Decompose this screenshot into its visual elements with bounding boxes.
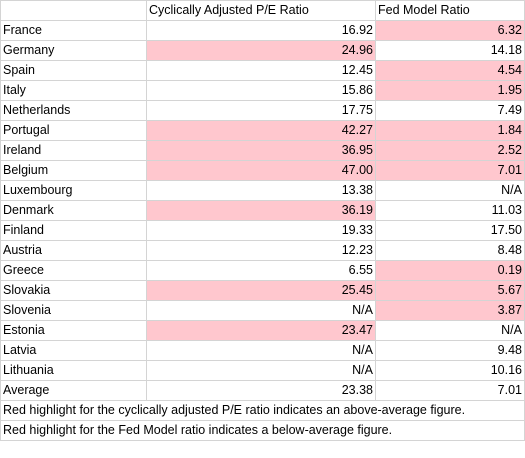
country-cell[interactable]: Austria (0, 240, 147, 261)
table-row: Finland 19.33 17.50 (0, 220, 525, 241)
fed-model-cell[interactable]: 8.48 (375, 240, 525, 261)
header-cell-cape[interactable]: Cyclically Adjusted P/E Ratio (146, 0, 376, 21)
fed-model-cell[interactable]: 10.16 (375, 360, 525, 381)
cape-cell[interactable]: N/A (146, 360, 376, 381)
country-cell[interactable]: Belgium (0, 160, 147, 181)
table-row: Average 23.38 7.01 (0, 380, 525, 401)
cape-cell[interactable]: 17.75 (146, 100, 376, 121)
country-cell[interactable]: Average (0, 380, 147, 401)
table-row: Slovakia 25.45 5.67 (0, 280, 525, 301)
fed-model-cell[interactable]: 17.50 (375, 220, 525, 241)
note-text[interactable]: Red highlight for the Fed Model ratio in… (0, 420, 525, 441)
header-cell-country[interactable] (0, 0, 147, 21)
country-cell[interactable]: France (0, 20, 147, 41)
cape-cell[interactable]: 42.27 (146, 120, 376, 141)
country-cell[interactable]: Slovenia (0, 300, 147, 321)
table-row: Lithuania N/A 10.16 (0, 360, 525, 381)
cape-cell[interactable]: 23.38 (146, 380, 376, 401)
country-cell[interactable]: Ireland (0, 140, 147, 161)
cape-cell[interactable]: 6.55 (146, 260, 376, 281)
header-row: Cyclically Adjusted P/E Ratio Fed Model … (0, 0, 525, 21)
country-cell[interactable]: Denmark (0, 200, 147, 221)
pe-ratio-table: Cyclically Adjusted P/E Ratio Fed Model … (0, 0, 525, 441)
fed-model-cell[interactable]: 0.19 (375, 260, 525, 281)
table-row: Slovenia N/A 3.87 (0, 300, 525, 321)
fed-model-cell[interactable]: 4.54 (375, 60, 525, 81)
country-cell[interactable]: Spain (0, 60, 147, 81)
note-row: Red highlight for the Fed Model ratio in… (0, 420, 525, 441)
note-row: Red highlight for the cyclically adjuste… (0, 400, 525, 421)
cape-cell[interactable]: 36.19 (146, 200, 376, 221)
fed-model-cell[interactable]: N/A (375, 180, 525, 201)
cape-cell[interactable]: 12.45 (146, 60, 376, 81)
cape-cell[interactable]: 25.45 (146, 280, 376, 301)
fed-model-cell[interactable]: 7.01 (375, 380, 525, 401)
fed-model-cell[interactable]: 7.49 (375, 100, 525, 121)
country-cell[interactable]: Lithuania (0, 360, 147, 381)
table-row: Netherlands 17.75 7.49 (0, 100, 525, 121)
cape-cell[interactable]: 13.38 (146, 180, 376, 201)
country-cell[interactable]: Slovakia (0, 280, 147, 301)
fed-model-cell[interactable]: 1.95 (375, 80, 525, 101)
table-row: Belgium 47.00 7.01 (0, 160, 525, 181)
fed-model-cell[interactable]: 7.01 (375, 160, 525, 181)
table-row: Germany 24.96 14.18 (0, 40, 525, 61)
country-cell[interactable]: Greece (0, 260, 147, 281)
table-row: Denmark 36.19 11.03 (0, 200, 525, 221)
header-cell-fed-model[interactable]: Fed Model Ratio (375, 0, 525, 21)
cape-cell[interactable]: 12.23 (146, 240, 376, 261)
cape-cell[interactable]: 47.00 (146, 160, 376, 181)
cape-cell[interactable]: 36.95 (146, 140, 376, 161)
fed-model-cell[interactable]: N/A (375, 320, 525, 341)
cape-cell[interactable]: N/A (146, 300, 376, 321)
country-cell[interactable]: Latvia (0, 340, 147, 361)
cape-cell[interactable]: 24.96 (146, 40, 376, 61)
fed-model-cell[interactable]: 6.32 (375, 20, 525, 41)
country-cell[interactable]: Netherlands (0, 100, 147, 121)
cape-cell[interactable]: 15.86 (146, 80, 376, 101)
table-row: France 16.92 6.32 (0, 20, 525, 41)
fed-model-cell[interactable]: 14.18 (375, 40, 525, 61)
country-cell[interactable]: Luxembourg (0, 180, 147, 201)
table-body: Cyclically Adjusted P/E Ratio Fed Model … (0, 0, 525, 441)
note-text[interactable]: Red highlight for the cyclically adjuste… (0, 400, 525, 421)
cape-cell[interactable]: 19.33 (146, 220, 376, 241)
table-row: Austria 12.23 8.48 (0, 240, 525, 261)
country-cell[interactable]: Estonia (0, 320, 147, 341)
table-row: Estonia 23.47 N/A (0, 320, 525, 341)
fed-model-cell[interactable]: 11.03 (375, 200, 525, 221)
country-cell[interactable]: Germany (0, 40, 147, 61)
fed-model-cell[interactable]: 2.52 (375, 140, 525, 161)
country-cell[interactable]: Italy (0, 80, 147, 101)
country-cell[interactable]: Finland (0, 220, 147, 241)
fed-model-cell[interactable]: 1.84 (375, 120, 525, 141)
table-row: Greece 6.55 0.19 (0, 260, 525, 281)
country-cell[interactable]: Portugal (0, 120, 147, 141)
table-row: Portugal 42.27 1.84 (0, 120, 525, 141)
table-row: Luxembourg 13.38 N/A (0, 180, 525, 201)
table-row: Italy 15.86 1.95 (0, 80, 525, 101)
fed-model-cell[interactable]: 5.67 (375, 280, 525, 301)
fed-model-cell[interactable]: 3.87 (375, 300, 525, 321)
cape-cell[interactable]: 23.47 (146, 320, 376, 341)
cape-cell[interactable]: 16.92 (146, 20, 376, 41)
fed-model-cell[interactable]: 9.48 (375, 340, 525, 361)
cape-cell[interactable]: N/A (146, 340, 376, 361)
table-row: Ireland 36.95 2.52 (0, 140, 525, 161)
table-row: Spain 12.45 4.54 (0, 60, 525, 81)
table-row: Latvia N/A 9.48 (0, 340, 525, 361)
